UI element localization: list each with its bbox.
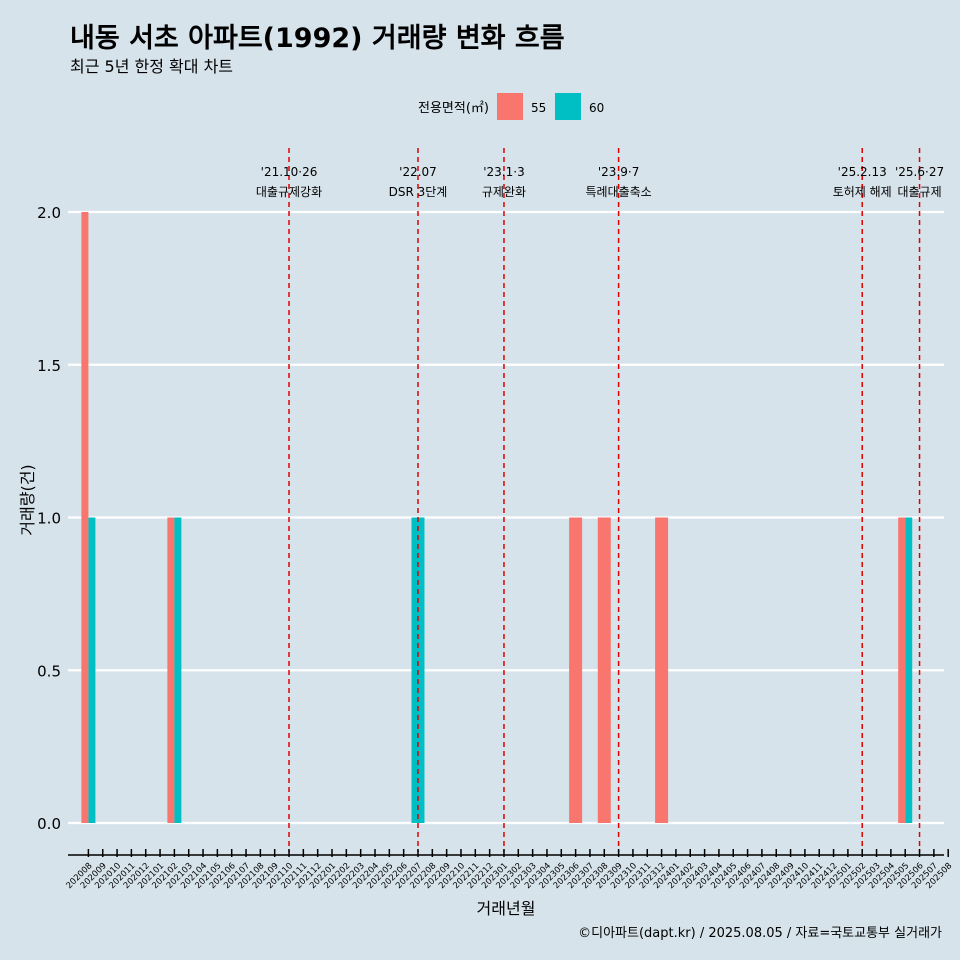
y-tick-label: 2.0: [37, 204, 61, 222]
chart-title: 내동 서초 아파트(1992) 거래량 변화 흐름: [70, 23, 565, 54]
bar-202008-60: [88, 517, 96, 823]
legend-title: 전용면적(㎡): [418, 101, 489, 116]
event-desc-label: 대출규제강화: [256, 185, 322, 199]
grid-lines: [68, 210, 944, 825]
bar-202312-55: [655, 517, 669, 823]
event-desc-label: 규제완화: [482, 185, 526, 199]
event-date-label: '23.9·7: [598, 165, 639, 179]
legend-label-60: 60: [589, 101, 604, 115]
bar-202102-55: [167, 517, 175, 823]
chart-subtitle: 최근 5년 한정 확대 차트: [70, 57, 234, 76]
y-tick-label: 1.0: [37, 510, 61, 528]
y-tick-label: 1.5: [37, 357, 61, 375]
event-desc-label: 토허제 해제: [833, 185, 892, 199]
event-date-label: '23.1·3: [483, 165, 524, 179]
y-axis-title: 거래량(건): [18, 464, 37, 535]
bar-202505-60: [905, 517, 913, 823]
event-date-label: '25.2.13: [838, 165, 887, 179]
bar-202306-55: [569, 517, 583, 823]
event-desc-label: DSR 3단계: [389, 185, 448, 199]
event-desc-label: 대출규제: [897, 185, 941, 199]
legend-label-55: 55: [531, 101, 546, 115]
legend: 전용면적(㎡) 55 60: [418, 93, 604, 120]
source-caption: ©디아파트(dapt.kr) / 2025.08.05 / 자료=국토교통부 실…: [578, 926, 942, 941]
bar-202308-55: [597, 517, 611, 823]
y-tick-label: 0.0: [37, 815, 61, 833]
y-tick-label: 0.5: [37, 662, 61, 680]
event-date-label: '25.6·27: [895, 165, 944, 179]
legend-swatch-55: [497, 93, 523, 120]
bar-202008-55: [81, 212, 89, 823]
event-date-label: '22.07: [399, 165, 437, 179]
bar-202505-55: [898, 517, 906, 823]
event-lines: '21.10·26 대출규제강화 '22.07 DSR 3단계 '23.1·3 규제완화 '…: [256, 148, 944, 852]
event-desc-label: 특례대출축소: [585, 185, 651, 199]
legend-swatch-60: [555, 93, 581, 120]
event-date-label: '21.10·26: [261, 165, 318, 179]
axes: 0.00.51.01.52.02020082020092020102020112…: [18, 204, 954, 918]
bar-202102-60: [174, 517, 182, 823]
x-axis-title: 거래년월: [477, 899, 536, 918]
